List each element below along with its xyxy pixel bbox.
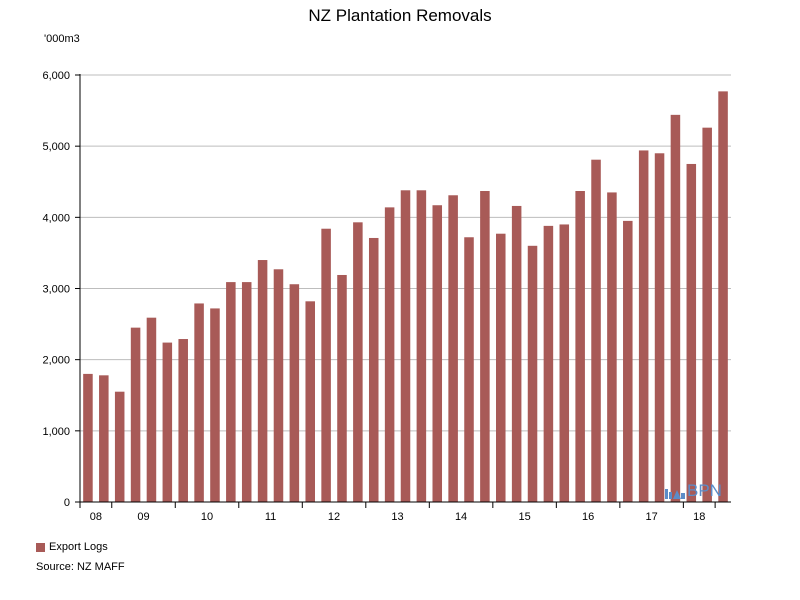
bar: [130, 327, 141, 502]
x-tick-label: 15: [518, 511, 530, 523]
bar: [305, 301, 315, 502]
bar: [718, 91, 728, 502]
x-tick-label: 12: [328, 511, 340, 523]
bar: [448, 195, 458, 502]
legend-swatch: [36, 542, 45, 552]
bar: [432, 205, 443, 503]
y-axis-ticks: 0 1,000 2,000 3,000 4,000 5,000 6,000: [42, 70, 80, 509]
bar: [210, 308, 220, 502]
legend: Export Logs: [36, 541, 108, 553]
bar: [289, 284, 300, 502]
bar: [511, 205, 522, 503]
legend-label: Export Logs: [49, 541, 108, 553]
bar: [480, 191, 490, 503]
x-tick-label: 10: [201, 511, 213, 523]
bar: [607, 192, 617, 503]
x-tick-label: 14: [455, 511, 467, 523]
bar: [114, 391, 125, 502]
bar: [368, 237, 379, 502]
y-tick-label: 1,000: [42, 426, 70, 438]
x-tick-label: 17: [645, 511, 657, 523]
bar: [337, 274, 347, 502]
x-tick-label: 18: [693, 511, 705, 523]
bar: [591, 159, 601, 502]
bpn-logo-icon: [665, 489, 685, 499]
y-axis-unit-label: '000m3: [44, 33, 80, 45]
y-tick-label: 4,000: [42, 212, 70, 224]
bar: [670, 114, 681, 502]
bar: [273, 269, 284, 502]
bar: [226, 282, 236, 502]
chart-title: NZ Plantation Removals: [308, 6, 491, 25]
x-tick-label: 16: [582, 511, 594, 523]
y-tick-label: 5,000: [42, 141, 70, 153]
x-tick-label: 11: [265, 511, 276, 523]
bar: [464, 237, 474, 502]
bar: [638, 150, 649, 503]
bar: [162, 342, 173, 502]
bar: [194, 303, 204, 502]
bar: [702, 127, 712, 502]
bpn-logo-text: BPN: [687, 481, 722, 500]
bar: [257, 260, 268, 502]
bar: [543, 225, 554, 502]
x-tick-label: 09: [137, 511, 149, 523]
bar: [99, 375, 109, 502]
bar: [623, 220, 633, 502]
x-tick-label: 13: [391, 511, 403, 523]
y-tick-label: 6,000: [42, 70, 70, 82]
x-tick-label: 08: [90, 511, 102, 523]
y-tick-label: 0: [64, 497, 70, 509]
y-tick-label: 2,000: [42, 355, 70, 367]
x-axis-ticks: 08 09 10 11 12 13 14 15 16 17 18: [79, 502, 716, 523]
bar: [384, 207, 395, 502]
bar: [575, 191, 585, 503]
bar: [559, 224, 570, 502]
bar: [654, 153, 665, 503]
bar: [178, 339, 188, 502]
bar: [527, 245, 538, 503]
bar: [241, 282, 252, 502]
source-note: Source: NZ MAFF: [36, 561, 125, 573]
bar: [496, 233, 506, 502]
bar: [146, 317, 157, 502]
bar: [321, 228, 331, 502]
bar: [353, 222, 363, 502]
bar: [83, 373, 93, 502]
y-tick-label: 3,000: [42, 284, 70, 296]
bar: [686, 163, 697, 503]
bpn-logo: BPN: [664, 481, 722, 501]
bar: [416, 190, 427, 503]
bar-series: [83, 91, 728, 503]
bar: [400, 190, 411, 503]
